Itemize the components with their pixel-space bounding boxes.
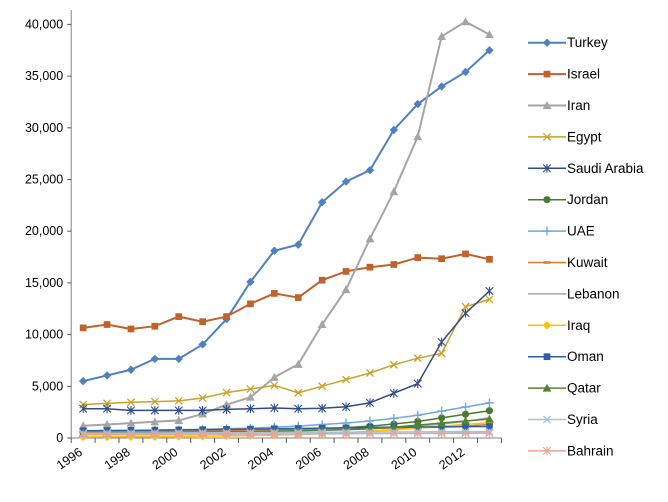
svg-text:Saudi Arabia: Saudi Arabia [567, 161, 644, 176]
svg-text:UAE: UAE [567, 224, 595, 239]
svg-text:5,000: 5,000 [32, 379, 63, 393]
svg-text:10,000: 10,000 [25, 328, 63, 342]
svg-text:Turkey: Turkey [567, 35, 608, 50]
svg-text:Syria: Syria [567, 412, 598, 427]
svg-text:40,000: 40,000 [25, 17, 63, 31]
svg-text:Israel: Israel [567, 67, 600, 82]
svg-text:15,000: 15,000 [25, 276, 63, 290]
svg-text:Oman: Oman [567, 349, 604, 364]
svg-text:Kuwait: Kuwait [567, 255, 608, 270]
svg-text:Jordan: Jordan [567, 192, 608, 207]
svg-text:35,000: 35,000 [25, 69, 63, 83]
svg-text:0: 0 [56, 431, 63, 445]
svg-text:25,000: 25,000 [25, 173, 63, 187]
svg-text:Egypt: Egypt [567, 129, 602, 144]
svg-text:Bahrain: Bahrain [567, 443, 614, 458]
svg-text:20,000: 20,000 [25, 224, 63, 238]
svg-text:Lebanon: Lebanon [567, 286, 620, 301]
svg-text:Qatar: Qatar [567, 381, 601, 396]
svg-text:30,000: 30,000 [25, 121, 63, 135]
svg-text:Iran: Iran [567, 98, 590, 113]
svg-text:Iraq: Iraq [567, 318, 590, 333]
